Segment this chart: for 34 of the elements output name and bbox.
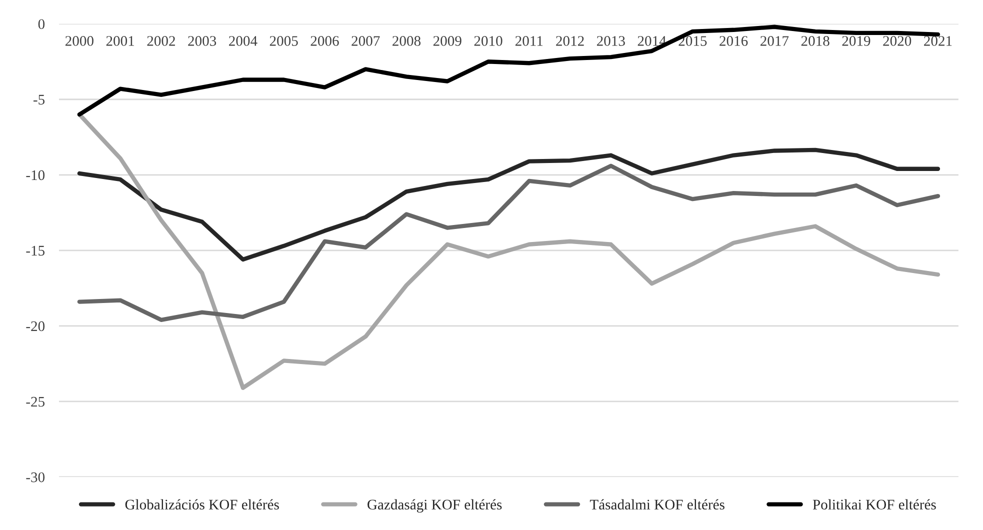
legend-label: Gazdasági KOF eltérés bbox=[368, 499, 502, 513]
x-tick-label: 2006 bbox=[310, 36, 339, 46]
x-tick-label: 2002 bbox=[147, 36, 175, 46]
x-tick-label: 2003 bbox=[188, 36, 216, 46]
x-tick-label: 2018 bbox=[801, 36, 830, 46]
legend-label: Globalizációs KOF eltérés bbox=[125, 499, 279, 510]
x-tick-label: 2017 bbox=[760, 36, 789, 46]
legend-label: Politikai KOF eltérés bbox=[812, 499, 936, 510]
y-tick-label: -15 bbox=[26, 246, 45, 256]
x-tick-label: 2010 bbox=[474, 36, 502, 46]
legend-label: Tásadalmi KOF eltérés bbox=[590, 499, 724, 510]
y-tick-label: 0 bbox=[38, 19, 45, 30]
x-tick-label: 2019 bbox=[842, 36, 870, 46]
y-tick-label: -10 bbox=[26, 170, 45, 180]
x-tick-label: 2007 bbox=[352, 36, 380, 46]
x-tick-label: 2021 bbox=[924, 36, 952, 46]
y-tick-label: -30 bbox=[26, 472, 45, 482]
x-tick-label: 2012 bbox=[556, 36, 584, 46]
line-series bbox=[77, 164, 940, 322]
x-tick-label: 2008 bbox=[392, 36, 421, 46]
x-tick-label: 2005 bbox=[270, 36, 298, 46]
x-tick-label: 2020 bbox=[883, 36, 912, 46]
y-tick-label: -5 bbox=[33, 94, 45, 105]
x-tick-label: 2004 bbox=[229, 36, 258, 46]
line-series bbox=[77, 112, 940, 390]
x-tick-label: 2011 bbox=[515, 36, 543, 46]
x-tick-label: 2001 bbox=[106, 36, 134, 46]
line-series bbox=[77, 148, 940, 262]
x-tick-label: 2016 bbox=[720, 36, 748, 46]
y-tick-label: -20 bbox=[26, 321, 45, 332]
x-tick-label: 2009 bbox=[433, 36, 462, 46]
y-tick-label: -25 bbox=[26, 396, 45, 407]
x-tick-label: 2000 bbox=[65, 36, 94, 46]
x-tick-label: 2013 bbox=[596, 36, 625, 46]
